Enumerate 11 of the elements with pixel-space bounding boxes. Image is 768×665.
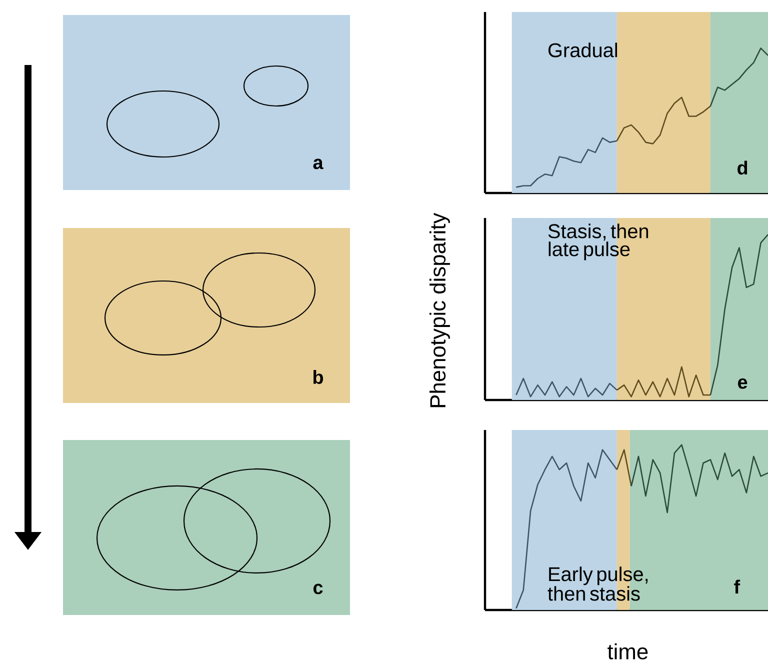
text: b bbox=[313, 370, 324, 384]
annotation: Gradual bbox=[548, 42, 618, 58]
annotation: Early pulse, then stasis bbox=[548, 566, 648, 601]
annotation: Stasis, then late pulse bbox=[548, 224, 648, 260]
annotation: d bbox=[738, 160, 748, 175]
x-axis-title: time bbox=[608, 643, 648, 660]
text: a bbox=[313, 158, 324, 170]
annotation: e bbox=[738, 378, 748, 389]
y-axis-title: Phenotypic disparity bbox=[430, 212, 450, 408]
text: c bbox=[313, 584, 323, 594]
annotation: f bbox=[734, 580, 740, 594]
